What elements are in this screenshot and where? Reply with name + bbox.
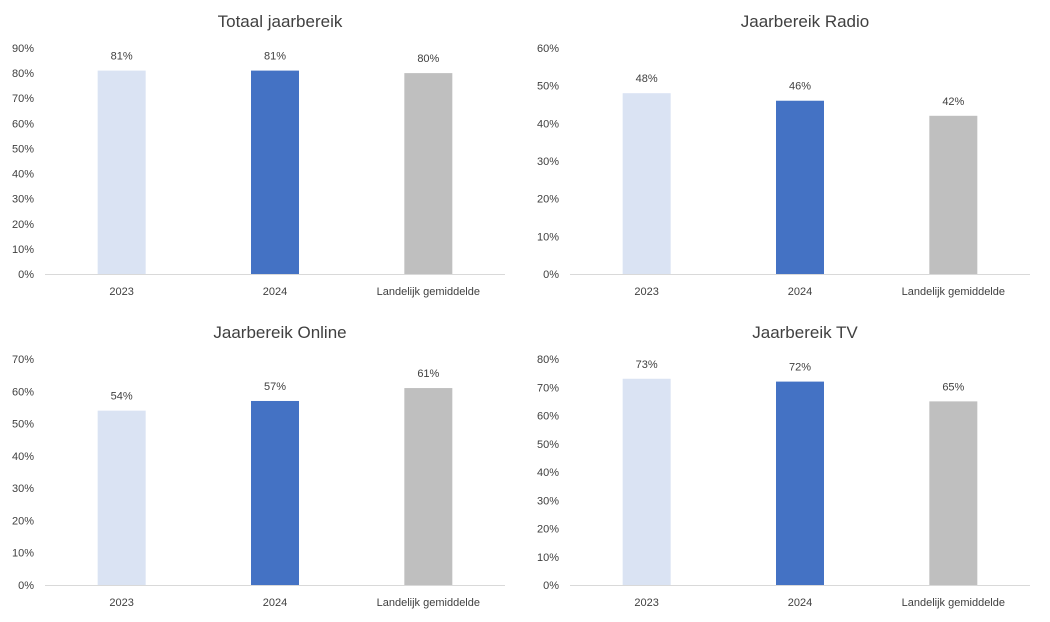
bar xyxy=(251,400,299,585)
bar xyxy=(622,93,671,274)
chart-svg: Jaarbereik Online 0% 10% 20% 30% 40% 50% 60% 70%… xyxy=(12,323,505,609)
y-tick-label: 30% xyxy=(12,483,34,495)
bar xyxy=(97,410,146,585)
x-tick-label: 2023 xyxy=(634,597,658,609)
y-tick-label: 40% xyxy=(537,118,559,130)
y-tick-label: 70% xyxy=(12,354,34,366)
bar xyxy=(404,388,453,585)
y-tick-label: 80% xyxy=(12,68,34,80)
y-tick-label: 20% xyxy=(537,194,559,206)
x-tick-label: 2024 xyxy=(788,597,812,609)
x-tick-label: Landelijk gemiddelde xyxy=(377,286,480,298)
x-tick-label: 2023 xyxy=(109,286,133,298)
data-label: 54% xyxy=(111,391,133,403)
y-tick-label: 50% xyxy=(537,439,559,451)
y-tick-label: 90% xyxy=(12,43,34,55)
x-tick-label: Landelijk gemiddelde xyxy=(902,286,1005,298)
x-tick-label: Landelijk gemiddelde xyxy=(377,597,480,609)
bar xyxy=(929,115,978,274)
y-tick-label: 10% xyxy=(12,548,34,560)
x-tick-label: 2024 xyxy=(788,286,812,298)
y-tick-label: 80% xyxy=(537,354,559,366)
y-tick-label: 50% xyxy=(12,419,34,431)
y-tick-label: 60% xyxy=(12,386,34,398)
data-label: 61% xyxy=(417,368,439,380)
y-tick-label: 0% xyxy=(18,580,34,592)
chart-svg: Totaal jaarbereik 0% 10% 20% 30% 40% 50% 60% 70%… xyxy=(12,12,505,298)
y-tick-label: 20% xyxy=(12,219,34,231)
data-label: 81% xyxy=(264,51,286,63)
y-tick-label: 70% xyxy=(12,93,34,105)
data-label: 57% xyxy=(264,381,286,393)
y-tick-label: 20% xyxy=(12,515,34,527)
bar xyxy=(404,73,453,274)
bar xyxy=(251,70,299,274)
chart-title: Jaarbereik TV xyxy=(752,323,858,342)
y-tick-label: 10% xyxy=(537,231,559,243)
chart-svg: Jaarbereik TV 0% 10% 20% 30% 40% 50% 60% 70% 80% 7… xyxy=(537,323,1030,609)
data-label: 81% xyxy=(111,51,133,63)
y-tick-label: 60% xyxy=(537,411,559,423)
chart-svg: Jaarbereik Radio 0% 10% 20% 30% 40% 50% 60% 48% 2… xyxy=(537,12,1030,298)
chart-panel-online: Jaarbereik Online 0% 10% 20% 30% 40% 50% 60% 70%… xyxy=(0,311,525,622)
chart-panel-tv: Jaarbereik TV 0% 10% 20% 30% 40% 50% 60% 70% 80% 7… xyxy=(525,311,1050,622)
data-label: 42% xyxy=(942,96,964,108)
y-tick-label: 60% xyxy=(537,43,559,55)
bar xyxy=(929,401,978,585)
y-tick-label: 40% xyxy=(12,169,34,181)
y-tick-label: 30% xyxy=(12,194,34,206)
bar xyxy=(776,381,824,585)
x-tick-label: 2024 xyxy=(263,286,287,298)
y-tick-label: 20% xyxy=(537,524,559,536)
y-tick-label: 70% xyxy=(537,382,559,394)
data-label: 72% xyxy=(789,362,811,374)
chart-title: Jaarbereik Radio xyxy=(741,12,870,31)
y-tick-label: 10% xyxy=(12,244,34,256)
data-label: 48% xyxy=(636,73,658,85)
x-tick-label: 2024 xyxy=(263,597,287,609)
y-tick-label: 0% xyxy=(543,269,559,281)
data-label: 73% xyxy=(636,359,658,371)
chart-title: Jaarbereik Online xyxy=(213,323,346,342)
y-tick-label: 0% xyxy=(543,580,559,592)
bar xyxy=(776,100,824,274)
chart-panel-radio: Jaarbereik Radio 0% 10% 20% 30% 40% 50% 60% 48% 2… xyxy=(525,0,1050,311)
bar xyxy=(97,70,146,274)
chart-title: Totaal jaarbereik xyxy=(218,12,343,31)
x-tick-label: Landelijk gemiddelde xyxy=(902,597,1005,609)
y-tick-label: 50% xyxy=(12,143,34,155)
y-tick-label: 60% xyxy=(12,118,34,130)
x-tick-label: 2023 xyxy=(109,597,133,609)
y-tick-label: 30% xyxy=(537,495,559,507)
bar xyxy=(622,378,671,585)
data-label: 80% xyxy=(417,53,439,65)
y-tick-label: 50% xyxy=(537,81,559,93)
data-label: 46% xyxy=(789,81,811,93)
x-tick-label: 2023 xyxy=(634,286,658,298)
y-tick-label: 10% xyxy=(537,552,559,564)
y-tick-label: 40% xyxy=(12,451,34,463)
y-tick-label: 0% xyxy=(18,269,34,281)
y-tick-label: 30% xyxy=(537,156,559,168)
chart-panel-totaal: Totaal jaarbereik 0% 10% 20% 30% 40% 50% 60% 70%… xyxy=(0,0,525,311)
y-tick-label: 40% xyxy=(537,467,559,479)
data-label: 65% xyxy=(942,381,964,393)
